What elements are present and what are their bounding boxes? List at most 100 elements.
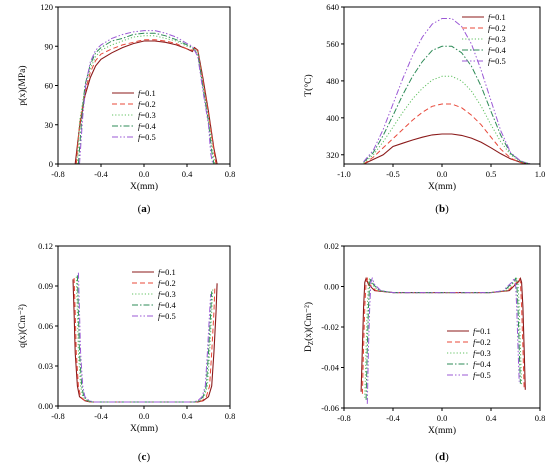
series-line-f2 <box>363 103 531 164</box>
panel-label: (a) <box>138 203 151 215</box>
x-tick-label: 0.4 <box>182 169 193 179</box>
x-tick-label: -0.5 <box>386 169 399 179</box>
series-line-f4 <box>76 275 213 403</box>
series-line-f5 <box>77 272 212 403</box>
legend: f=0.1f=0.2f=0.3f=0.4f=0.5 <box>462 12 507 66</box>
y-tick-label: -0.06 <box>321 403 339 413</box>
legend-entry: f=0.3 <box>158 289 176 299</box>
legend-entry: f=0.2 <box>158 278 176 288</box>
legend-entry: f=0.4 <box>138 121 157 131</box>
y-tick-label: 0 <box>49 159 53 169</box>
y-tick-label: 90 <box>45 41 54 51</box>
x-axis-label: X(mm) <box>130 181 158 192</box>
series-line-f1 <box>360 276 526 392</box>
x-tick-label: -0.4 <box>386 413 400 423</box>
legend-entry: f=0.2 <box>473 337 491 347</box>
series-line-f1 <box>72 279 218 403</box>
y-axis-label: DZ(x)(Cm⁻²) <box>303 302 315 352</box>
y-axis-label: p(x)(MPa) <box>17 65 28 105</box>
y-tick-label: 320 <box>326 150 339 160</box>
panel-label: (d) <box>435 451 449 463</box>
x-tick-label: 0.0 <box>139 411 150 421</box>
plot-frame <box>343 6 541 165</box>
legend-entry: f=0.4 <box>473 359 492 369</box>
legend-entry: f=0.1 <box>158 267 176 277</box>
series-line-f4 <box>365 276 521 400</box>
y-tick-label: 0.06 <box>38 321 53 331</box>
legend-entry: f=0.1 <box>473 326 491 336</box>
legend-entry: f=0.3 <box>138 110 156 120</box>
y-tick-label: 0.02 <box>324 241 339 251</box>
y-tick-label: 560 <box>326 39 339 49</box>
y-tick-label: 640 <box>326 2 339 12</box>
y-tick-label: 400 <box>326 113 339 123</box>
x-tick-label: 0.8 <box>535 413 546 423</box>
legend-entry: f=0.4 <box>158 300 177 310</box>
y-tick-label: 480 <box>326 76 339 86</box>
series-line-f5 <box>79 30 214 164</box>
series-line-f2 <box>361 276 525 394</box>
x-tick-label: 0.5 <box>486 169 497 179</box>
x-tick-label: -1.0 <box>337 169 350 179</box>
series-line-f3 <box>75 276 214 403</box>
series-line-f5 <box>366 276 520 404</box>
legend-entry: f=0.5 <box>158 311 176 321</box>
legend-entry: f=0.1 <box>488 12 506 22</box>
y-axis-label: q(x)(Cm⁻²) <box>17 304 28 348</box>
y-tick-label: 0.12 <box>38 241 53 251</box>
legend-entry: f=0.5 <box>138 132 156 142</box>
legend-entry: f=0.3 <box>473 348 491 358</box>
x-tick-label: 0.0 <box>437 169 448 179</box>
x-tick-label: 0.0 <box>437 413 448 423</box>
x-tick-label: -0.8 <box>51 169 64 179</box>
legend: f=0.1f=0.2f=0.3f=0.4f=0.5 <box>112 88 157 142</box>
y-tick-label: 0.03 <box>38 361 53 371</box>
panel-d: -0.8 -0.4 0.0 0.4 0.8 -0.06 -0.04 -0.02 0.00 0.02… <box>303 241 545 463</box>
panel-label: (b) <box>435 203 449 215</box>
legend-entry: f=0.4 <box>488 45 507 55</box>
y-tick-label: 120 <box>40 2 53 12</box>
x-tick-label: -0.4 <box>94 169 108 179</box>
legend-entry: f=0.1 <box>138 88 156 98</box>
x-tick-label: -0.4 <box>94 411 108 421</box>
y-axis-label: T(°C) <box>303 74 314 96</box>
series-line-f2 <box>73 277 216 403</box>
panel-a: -0.8 -0.4 0.0 0.4 0.8 0 30 60 90 120 X(mm) p(x)(MPa… <box>17 2 235 215</box>
x-tick-label: -0.8 <box>51 411 64 421</box>
x-tick-label: 0.0 <box>139 169 150 179</box>
legend-entry: f=0.5 <box>488 56 506 66</box>
legend: f=0.1f=0.2f=0.3f=0.4f=0.5 <box>132 267 177 321</box>
y-tick-label: 0.09 <box>38 281 53 291</box>
plot-frame <box>57 245 231 407</box>
y-tick-label: -0.04 <box>321 363 339 373</box>
x-tick-label: 0.4 <box>182 411 193 421</box>
y-tick-label: 0.00 <box>324 282 339 292</box>
y-tick-label: 60 <box>45 81 54 91</box>
panel-label: (c) <box>138 451 151 463</box>
x-tick-label: 0.8 <box>225 411 236 421</box>
legend-entry: f=0.2 <box>138 99 156 109</box>
panel-b: -1.0 -0.5 0.0 0.5 1.0 320 400 480 560 640 X(mm) T(°… <box>303 2 545 215</box>
y-tick-label: 30 <box>45 120 54 130</box>
legend-entry: f=0.5 <box>473 370 491 380</box>
plot-frame <box>343 245 541 409</box>
legend-entry: f=0.3 <box>488 34 506 44</box>
x-tick-label: 0.8 <box>225 169 236 179</box>
x-axis-label: X(mm) <box>428 425 456 436</box>
y-tick-label: 0.00 <box>38 401 53 411</box>
series-line-f5 <box>363 18 531 164</box>
panel-c: -0.8 -0.4 0.0 0.4 0.8 0.00 0.03 0.06 0.09 0.12 X(m… <box>17 241 235 463</box>
legend: f=0.1f=0.2f=0.3f=0.4f=0.5 <box>447 326 492 380</box>
series-line-f3 <box>364 276 523 398</box>
series-line-f4 <box>363 45 531 164</box>
x-axis-label: X(mm) <box>130 423 158 434</box>
series-line-f3 <box>363 75 531 164</box>
series-line-f1 <box>363 133 531 164</box>
x-axis-label: X(mm) <box>428 181 456 192</box>
x-tick-label: 0.4 <box>486 413 497 423</box>
series-line-f2 <box>75 39 217 164</box>
x-tick-label: -0.8 <box>337 413 350 423</box>
series-line-f4 <box>77 32 215 164</box>
y-tick-label: -0.02 <box>321 322 339 332</box>
